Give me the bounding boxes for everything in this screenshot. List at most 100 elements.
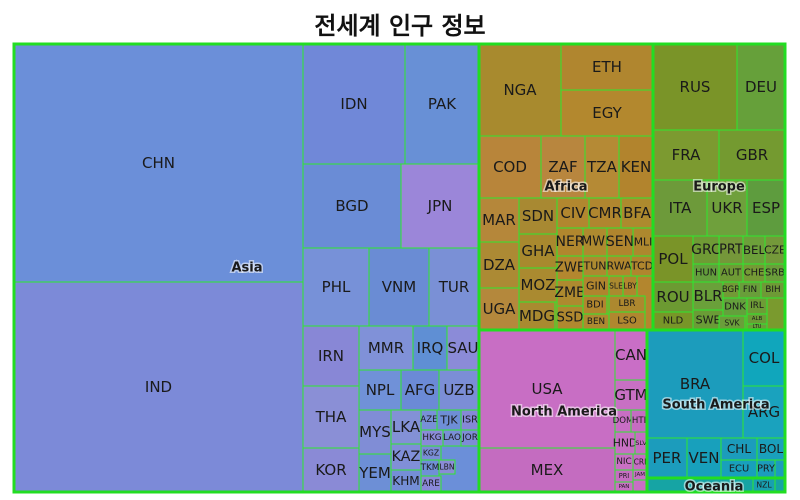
cell-label: PER (653, 449, 682, 467)
cell-label: CIV (560, 204, 586, 222)
cell-label: CAN (615, 346, 647, 364)
cell-arg[interactable] (742, 385, 786, 439)
cell-irn[interactable] (302, 325, 360, 387)
cell-label: UGA (483, 300, 517, 318)
region-label: Europe (693, 180, 745, 195)
cell-ssd[interactable] (556, 305, 584, 331)
cell-deu[interactable] (736, 43, 786, 131)
cell-yem[interactable] (358, 453, 392, 493)
cell-mwi[interactable] (582, 227, 608, 257)
cell-label: MYS (359, 423, 391, 441)
region-asia: CHN IND IDN PAK BGD JPN PHL VNM TUR IRN MMR IRQ SAU T… (12, 42, 481, 494)
cell-mmr[interactable] (358, 325, 414, 371)
cell-jpn[interactable] (400, 163, 480, 249)
cell-per[interactable] (646, 437, 688, 479)
cell-col[interactable] (742, 329, 786, 387)
cell-label: MOZ (520, 276, 555, 294)
cell-label: HUN (695, 268, 717, 279)
cell-label: KEN (621, 158, 652, 176)
cell-zmb[interactable] (556, 279, 584, 307)
cell-label: AFG (405, 381, 436, 399)
cell-label: SWE (696, 314, 721, 327)
region-oceania: NZL Oceania (645, 476, 787, 496)
cell-label: NER (555, 234, 584, 250)
cell-label: COD (493, 158, 527, 176)
cell-label: JPN (427, 197, 453, 215)
cell-ukr[interactable] (706, 179, 748, 237)
cell-label: TCD (630, 260, 653, 273)
cell-bgd[interactable] (302, 163, 402, 249)
cell-label: SRB (765, 268, 785, 279)
cell-uzb[interactable] (438, 369, 480, 411)
cell-label: ECU (729, 464, 749, 475)
cell-label: BDI (586, 300, 603, 311)
cell-kor[interactable] (302, 447, 360, 493)
cell-label: LSO (617, 316, 637, 327)
cell-label: SDN (522, 207, 554, 225)
cell-bra[interactable] (646, 329, 744, 439)
cell-sau[interactable] (446, 325, 480, 371)
cell-uga[interactable] (478, 287, 520, 331)
cell-mar[interactable] (478, 197, 520, 243)
cell-label: LKA (392, 418, 421, 436)
region-south-america: BRA COL ARG PER VEN CHL BOL ECU PRY South America (645, 328, 787, 480)
cell-label: BFA (623, 204, 652, 222)
cell-gtm[interactable] (614, 379, 648, 411)
cell-label: THA (315, 408, 347, 426)
cell-label: CMR (588, 204, 622, 222)
cell-label: KHM (392, 474, 419, 488)
cell-zwe[interactable] (556, 255, 584, 281)
cell-label: MEX (531, 461, 564, 479)
cell-irq[interactable] (412, 325, 448, 371)
cell-label: PRT (719, 243, 743, 258)
chart-title: 전세계 인구 정보 (314, 12, 486, 40)
cell-label: PRY (757, 464, 775, 475)
cell-lbn[interactable] (438, 459, 456, 475)
cell-label: SSD (557, 311, 584, 326)
cell-label: VEN (689, 449, 720, 467)
cell-label: KGZ (423, 449, 439, 458)
cell-label: DEU (745, 78, 777, 96)
cell-blr[interactable] (692, 281, 724, 311)
cell-label: BIH (765, 285, 780, 295)
cell-chn[interactable] (13, 43, 304, 283)
cell-label: BGR (722, 285, 740, 295)
cell-label: ZMB (554, 285, 585, 301)
cell-label: LTU (753, 324, 762, 330)
cell-fra[interactable] (652, 129, 720, 181)
cell-label: ARG (748, 403, 780, 421)
cell-idn[interactable] (302, 43, 406, 165)
cell-label: TUR (438, 278, 470, 296)
cell-label: CZE (764, 244, 786, 257)
cell-label: CHE (744, 268, 765, 279)
cell-mdg[interactable] (518, 301, 556, 331)
cell-label: MWI (581, 235, 609, 250)
cell-label: TZA (586, 158, 617, 176)
cell-label: JOR (461, 433, 478, 443)
cell-cod[interactable] (478, 135, 542, 199)
cell-pol[interactable] (652, 235, 694, 283)
cell-vnm[interactable] (368, 247, 430, 327)
cell-label: AZE (420, 415, 437, 425)
cell-label: FRA (672, 146, 701, 164)
cell-label: MLI (634, 236, 653, 249)
cell-label: SEN (606, 234, 634, 250)
cell-label: LBN (439, 463, 454, 472)
cell-gha[interactable] (518, 233, 558, 269)
cell-ven[interactable] (686, 437, 722, 479)
cell-prt[interactable] (718, 235, 744, 265)
cell-grc[interactable] (692, 235, 720, 265)
cell-label: IRL (750, 301, 764, 311)
cell-dza[interactable] (478, 241, 520, 289)
cell-label: PAK (428, 95, 457, 113)
cell-label: ROU (656, 288, 689, 306)
cell-zaf[interactable] (540, 135, 586, 199)
cell-tha[interactable] (302, 385, 360, 449)
cell-phl[interactable] (302, 247, 370, 327)
cell-gbr[interactable] (718, 129, 786, 181)
cell-label: ARE (422, 479, 440, 489)
cell-ken[interactable] (618, 135, 654, 199)
cell-civ[interactable] (556, 197, 590, 229)
